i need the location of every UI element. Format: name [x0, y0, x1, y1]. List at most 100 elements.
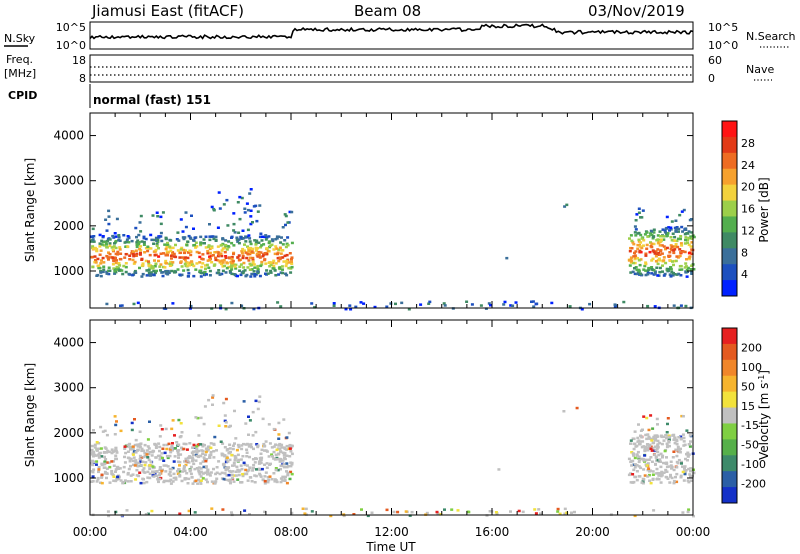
- scatter-point: [676, 237, 680, 241]
- scatter-point: [637, 465, 641, 468]
- scatter-point: [133, 460, 137, 463]
- scatter-point: [657, 474, 661, 477]
- scatter-point: [677, 436, 681, 439]
- scatter-point: [268, 244, 272, 248]
- scatter-point: [217, 271, 221, 275]
- scatter-point: [159, 252, 163, 255]
- scatter-point: [241, 254, 245, 258]
- scatter-point: [656, 458, 660, 462]
- scatter-point: [232, 222, 236, 226]
- scatter-point: [679, 242, 683, 245]
- scatter-point: [116, 475, 120, 479]
- scatter-point: [129, 457, 133, 461]
- scatter-point: [237, 254, 241, 257]
- scatter-point: [91, 475, 95, 478]
- scatter-point: [671, 456, 675, 459]
- scatter-point: [171, 480, 175, 483]
- scatter-point: [667, 268, 671, 271]
- station-title: Jiamusi East (fitACF): [91, 2, 244, 20]
- scatter-point: [150, 454, 154, 457]
- scatter-point: [112, 460, 115, 463]
- scatter-point: [124, 240, 128, 244]
- scatter-point: [135, 245, 139, 249]
- scatter-point: [135, 474, 139, 477]
- scatter-point: [245, 472, 249, 476]
- scatter-point: [219, 252, 223, 255]
- scatter-point: [192, 274, 196, 278]
- scatter-point: [677, 255, 681, 258]
- scatter-point: [428, 300, 432, 304]
- scatter-point: [285, 262, 289, 265]
- scatter-point: [360, 508, 363, 511]
- scatter-point: [654, 456, 658, 459]
- scatter-point: [662, 259, 666, 262]
- scatter-point: [659, 481, 663, 484]
- scatter-point: [210, 480, 214, 483]
- freq-tick-bottom: 8: [79, 72, 86, 85]
- scatter-point: [184, 442, 188, 446]
- scatter-point: [180, 431, 184, 434]
- scatter-point: [679, 237, 682, 241]
- scatter-point: [202, 422, 206, 426]
- scatter-point: [665, 442, 669, 445]
- scatter-point: [649, 414, 653, 417]
- x-tick-labels: 00:00 04:00 08:00 12:00 16:00 20:00 00:00: [73, 525, 711, 539]
- scatter-point: [116, 267, 120, 270]
- scatter-point: [140, 257, 144, 261]
- scatter-point: [244, 251, 248, 254]
- scatter-point: [286, 221, 290, 224]
- scatter-point: [642, 468, 646, 471]
- scatter-point: [230, 236, 233, 239]
- scatter-point: [267, 241, 271, 245]
- scatter-point: [166, 456, 170, 460]
- scatter-point: [227, 479, 231, 482]
- scatter-point: [680, 244, 684, 247]
- scatter-point: [235, 236, 239, 239]
- scatter-point: [165, 447, 169, 451]
- scatter-point: [654, 449, 658, 452]
- scatter-point: [271, 455, 274, 458]
- colorbar-frame: [721, 120, 738, 297]
- scatter-point: [223, 472, 227, 475]
- x-tick-label: 04:00: [173, 525, 208, 539]
- scatter-point: [286, 471, 290, 475]
- scatter-point: [642, 268, 646, 271]
- scatter-point: [122, 234, 126, 237]
- scatter-point: [120, 304, 124, 307]
- scatter-point: [275, 458, 279, 461]
- scatter-point: [201, 472, 205, 475]
- scatter-point: [97, 447, 101, 450]
- scatter-point: [253, 266, 257, 269]
- scatter-point: [150, 451, 154, 454]
- scatter-point: [159, 215, 163, 219]
- scatter-point: [664, 247, 667, 251]
- scatter-point: [165, 443, 169, 447]
- scatter-point: [105, 476, 108, 480]
- scatter-point: [686, 459, 689, 462]
- scatter-point: [180, 265, 184, 268]
- scatter-point: [146, 476, 150, 479]
- scatter-point: [230, 265, 234, 269]
- scatter-point: [166, 465, 170, 468]
- scatter-point: [681, 470, 685, 474]
- scatter-point: [659, 465, 663, 469]
- scatter-point: [132, 302, 136, 306]
- scatter-point: [107, 215, 111, 218]
- scatter-point: [208, 474, 212, 477]
- scatter-point: [250, 445, 253, 449]
- scatter-point: [176, 469, 179, 473]
- scatter-point: [647, 467, 651, 470]
- scatter-point: [663, 231, 667, 234]
- scatter-point: [259, 246, 263, 249]
- scatter-point: [427, 302, 431, 305]
- scatter-point: [132, 456, 136, 459]
- scatter-point: [246, 228, 250, 232]
- scatter-point: [573, 510, 576, 514]
- scatter-point: [260, 260, 264, 264]
- scatter-point: [224, 466, 228, 470]
- scatter-point: [629, 258, 633, 261]
- y-tick-label: 1000: [53, 264, 84, 278]
- scatter-point: [186, 251, 190, 254]
- scatter-point: [629, 439, 633, 442]
- scatter-point: [134, 478, 138, 481]
